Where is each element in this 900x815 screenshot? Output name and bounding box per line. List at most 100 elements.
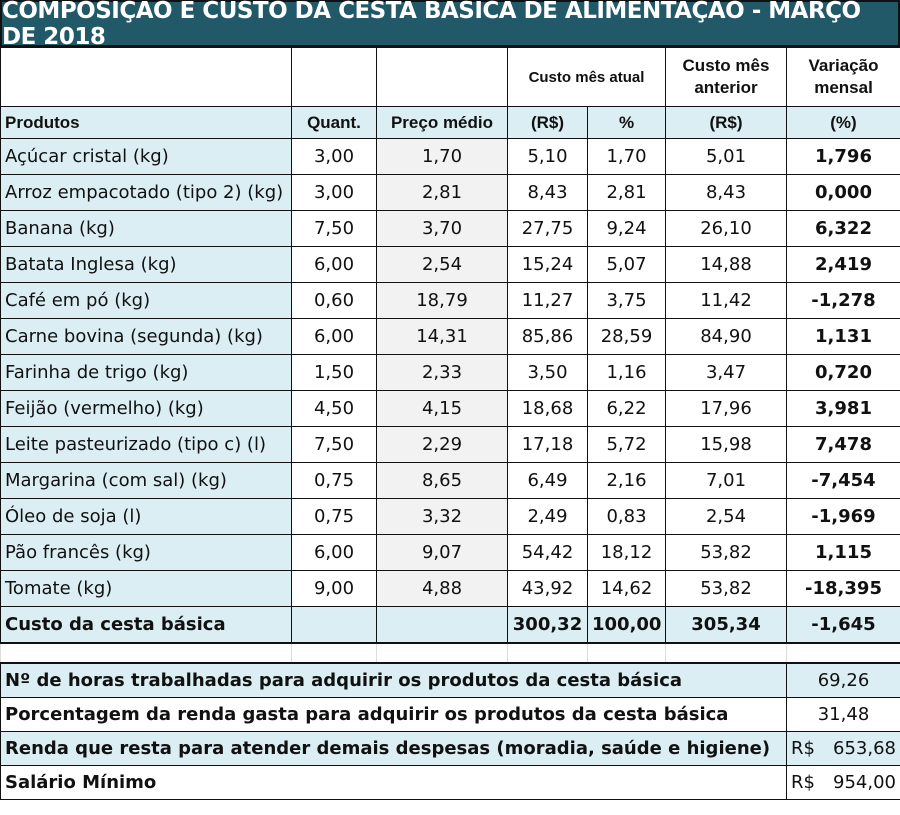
average-price: 2,81 [376,174,508,211]
monthly-variation: -7,454 [786,462,900,499]
product-name: Batata Inglesa (kg) [0,246,292,283]
table-row: Feijão (vermelho) (kg) 4,50 4,15 18,68 6,22 1… [0,390,900,427]
header-pct: % [587,106,666,139]
empty-cell [0,642,292,664]
product-name: Margarina (com sal) (kg) [0,462,292,499]
quantity: 7,50 [291,210,377,247]
monthly-variation: -1,278 [786,282,900,319]
cost-percent: 14,62 [587,570,666,607]
quantity: 6,00 [291,318,377,355]
empty-cell [376,642,508,664]
total-variation: -1,645 [786,606,900,644]
product-name: Óleo de soja (l) [0,498,292,535]
header-custo-atual: Custo mês atual [507,47,666,107]
table-row: Tomate (kg) 9,00 4,88 43,92 14,62 53,82 -18,39… [0,570,900,607]
previous-cost: 7,01 [665,462,787,499]
quantity: 0,75 [291,462,377,499]
header-rs-anterior: (R$) [665,106,787,139]
product-name: Banana (kg) [0,210,292,247]
monthly-variation: 1,796 [786,138,900,175]
average-price: 3,32 [376,498,508,535]
average-price: 1,70 [376,138,508,175]
empty-cell [587,642,666,664]
table-row: Açúcar cristal (kg) 3,00 1,70 5,10 1,70 5,01 1… [0,138,900,175]
empty-cell [665,642,787,664]
previous-cost: 14,88 [665,246,787,283]
current-cost: 2,49 [507,498,588,535]
quantity: 6,00 [291,246,377,283]
current-cost: 27,75 [507,210,588,247]
product-name: Tomate (kg) [0,570,292,607]
summary-label: Nº de horas trabalhadas para adquirir os… [0,662,787,698]
table-row: Batata Inglesa (kg) 6,00 2,54 15,24 5,07 14,8… [0,246,900,283]
product-name: Café em pó (kg) [0,282,292,319]
summary-label: Salário Mínimo [0,765,787,800]
average-price: 8,65 [376,462,508,499]
total-current-cost: 300,32 [507,606,588,644]
previous-cost: 2,54 [665,498,787,535]
quantity: 1,50 [291,354,377,391]
quantity: 0,60 [291,282,377,319]
summary-row: Nº de horas trabalhadas para adquirir os… [0,662,900,698]
table-row: Café em pó (kg) 0,60 18,79 11,27 3,75 11,42 -1… [0,282,900,319]
sheet-title: COMPOSIÇÃO E CUSTO DA CESTA BÁSICA DE AL… [0,0,900,50]
cost-percent: 2,16 [587,462,666,499]
current-cost: 5,10 [507,138,588,175]
header-quant: Quant. [291,106,377,139]
current-cost: 8,43 [507,174,588,211]
cost-percent: 3,75 [587,282,666,319]
monthly-variation: 1,131 [786,318,900,355]
previous-cost: 53,82 [665,570,787,607]
current-cost: 3,50 [507,354,588,391]
quantity: 0,75 [291,498,377,535]
product-name: Farinha de trigo (kg) [0,354,292,391]
header-rs: (R$) [507,106,588,139]
current-cost: 85,86 [507,318,588,355]
currency-symbol: R$ [791,772,815,793]
cost-percent: 1,70 [587,138,666,175]
cost-percent: 2,81 [587,174,666,211]
monthly-variation: 0,000 [786,174,900,211]
spacer-row [0,642,900,664]
previous-cost: 15,98 [665,426,787,463]
quantity: 3,00 [291,174,377,211]
cost-percent: 18,12 [587,534,666,571]
summary-label: Renda que resta para atender demais desp… [0,731,787,766]
header-row-2: Produtos Quant. Preço médio (R$) % (R$) … [0,106,900,139]
empty-cell [507,642,588,664]
quantity: 4,50 [291,390,377,427]
current-cost: 6,49 [507,462,588,499]
summary-row: Salário Mínimo R$ 954,00 [0,765,900,800]
summary-amount: 954,00 [833,772,896,793]
previous-cost: 53,82 [665,534,787,571]
cost-percent: 28,59 [587,318,666,355]
table-row: Óleo de soja (l) 0,75 3,32 2,49 0,83 2,54 -1,9… [0,498,900,535]
currency-symbol: R$ [791,738,815,759]
header-variacao: Variação mensal [786,47,900,107]
quantity: 9,00 [291,570,377,607]
current-cost: 15,24 [507,246,588,283]
product-name: Açúcar cristal (kg) [0,138,292,175]
product-name: Feijão (vermelho) (kg) [0,390,292,427]
table-row: Arroz empacotado (tipo 2) (kg) 3,00 2,81 8,… [0,174,900,211]
header-custo-anterior: Custo mês anterior [665,47,787,107]
header-var-pct: (%) [786,106,900,139]
summary-value: R$ 954,00 [786,765,900,800]
average-price: 9,07 [376,534,508,571]
monthly-variation: 3,981 [786,390,900,427]
summary-value: 31,48 [786,697,900,732]
summary-row: Renda que resta para atender demais desp… [0,731,900,766]
empty-header [0,47,292,107]
header-produtos: Produtos [0,106,292,139]
current-cost: 43,92 [507,570,588,607]
average-price: 4,15 [376,390,508,427]
previous-cost: 11,42 [665,282,787,319]
summary-value: R$ 653,68 [786,731,900,766]
product-name: Leite pasteurizado (tipo c) (l) [0,426,292,463]
quantity: 7,50 [291,426,377,463]
total-label: Custo da cesta básica [0,606,292,644]
current-cost: 11,27 [507,282,588,319]
previous-cost: 5,01 [665,138,787,175]
table-row: Leite pasteurizado (tipo c) (l) 7,50 2,29 1… [0,426,900,463]
